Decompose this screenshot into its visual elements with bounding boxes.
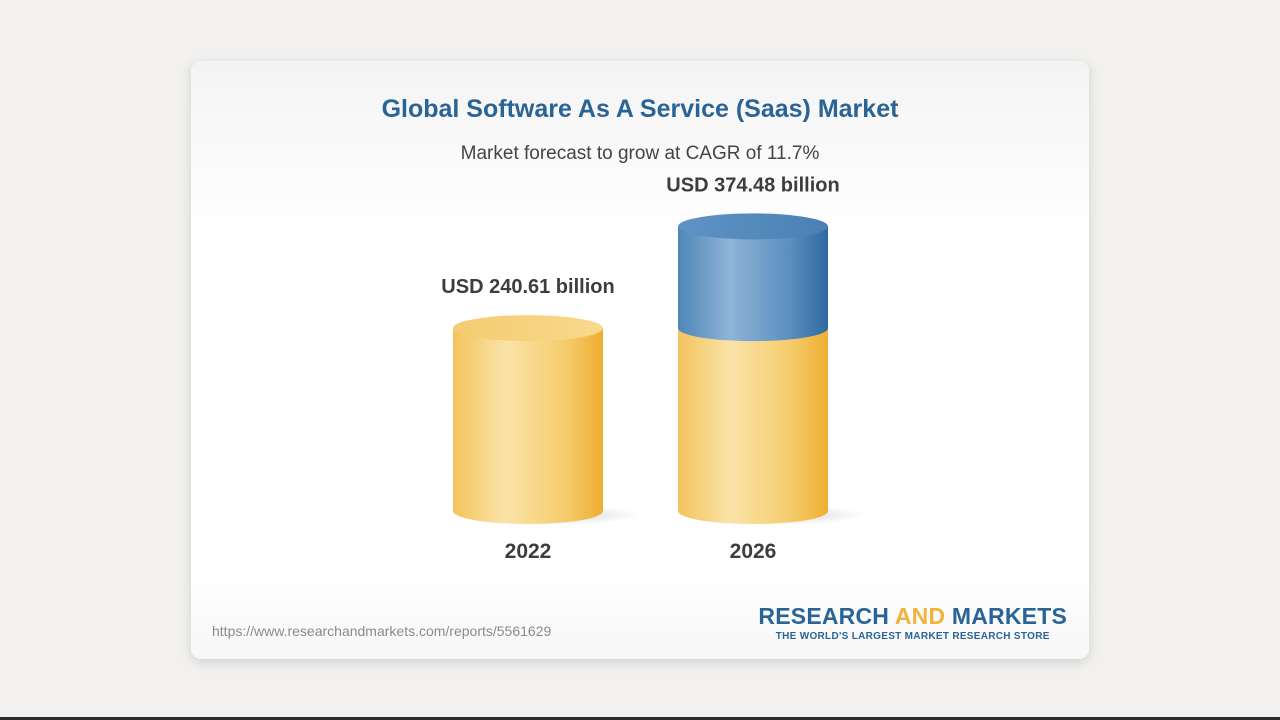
bar-top-2022 <box>453 315 603 342</box>
cylinder-chart: USD 240.61 billion 2022 USD 374.48 billion… <box>441 174 866 563</box>
value-label-2026: USD 374.48 billion <box>666 174 839 196</box>
chart-subtitle: Market forecast to grow at CAGR of 11.7% <box>460 143 820 164</box>
category-label-2026: 2026 <box>730 540 777 563</box>
chart-title: Global Software As A Service (Saas) Mark… <box>381 95 899 123</box>
source-url[interactable]: https://www.researchandmarkets.com/repor… <box>212 623 552 639</box>
category-label-2022: 2022 <box>505 540 552 563</box>
logo-tagline: THE WORLD'S LARGEST MARKET RESEARCH STOR… <box>775 631 1050 642</box>
bottom-border <box>0 717 1280 720</box>
logo-wordmark: RESEARCH AND MARKETS <box>758 603 1067 629</box>
bar-base-2022 <box>453 328 603 524</box>
infographic-card: Global Software As A Service (Saas) Mark… <box>191 61 1089 659</box>
value-label-2022: USD 240.61 billion <box>441 276 614 298</box>
bar-top-2026 <box>678 213 828 240</box>
bar-base-2026 <box>678 328 828 524</box>
research-and-markets-logo: RESEARCH AND MARKETS THE WORLD'S LARGEST… <box>758 603 1067 642</box>
bar-growth-2026 <box>678 226 828 342</box>
